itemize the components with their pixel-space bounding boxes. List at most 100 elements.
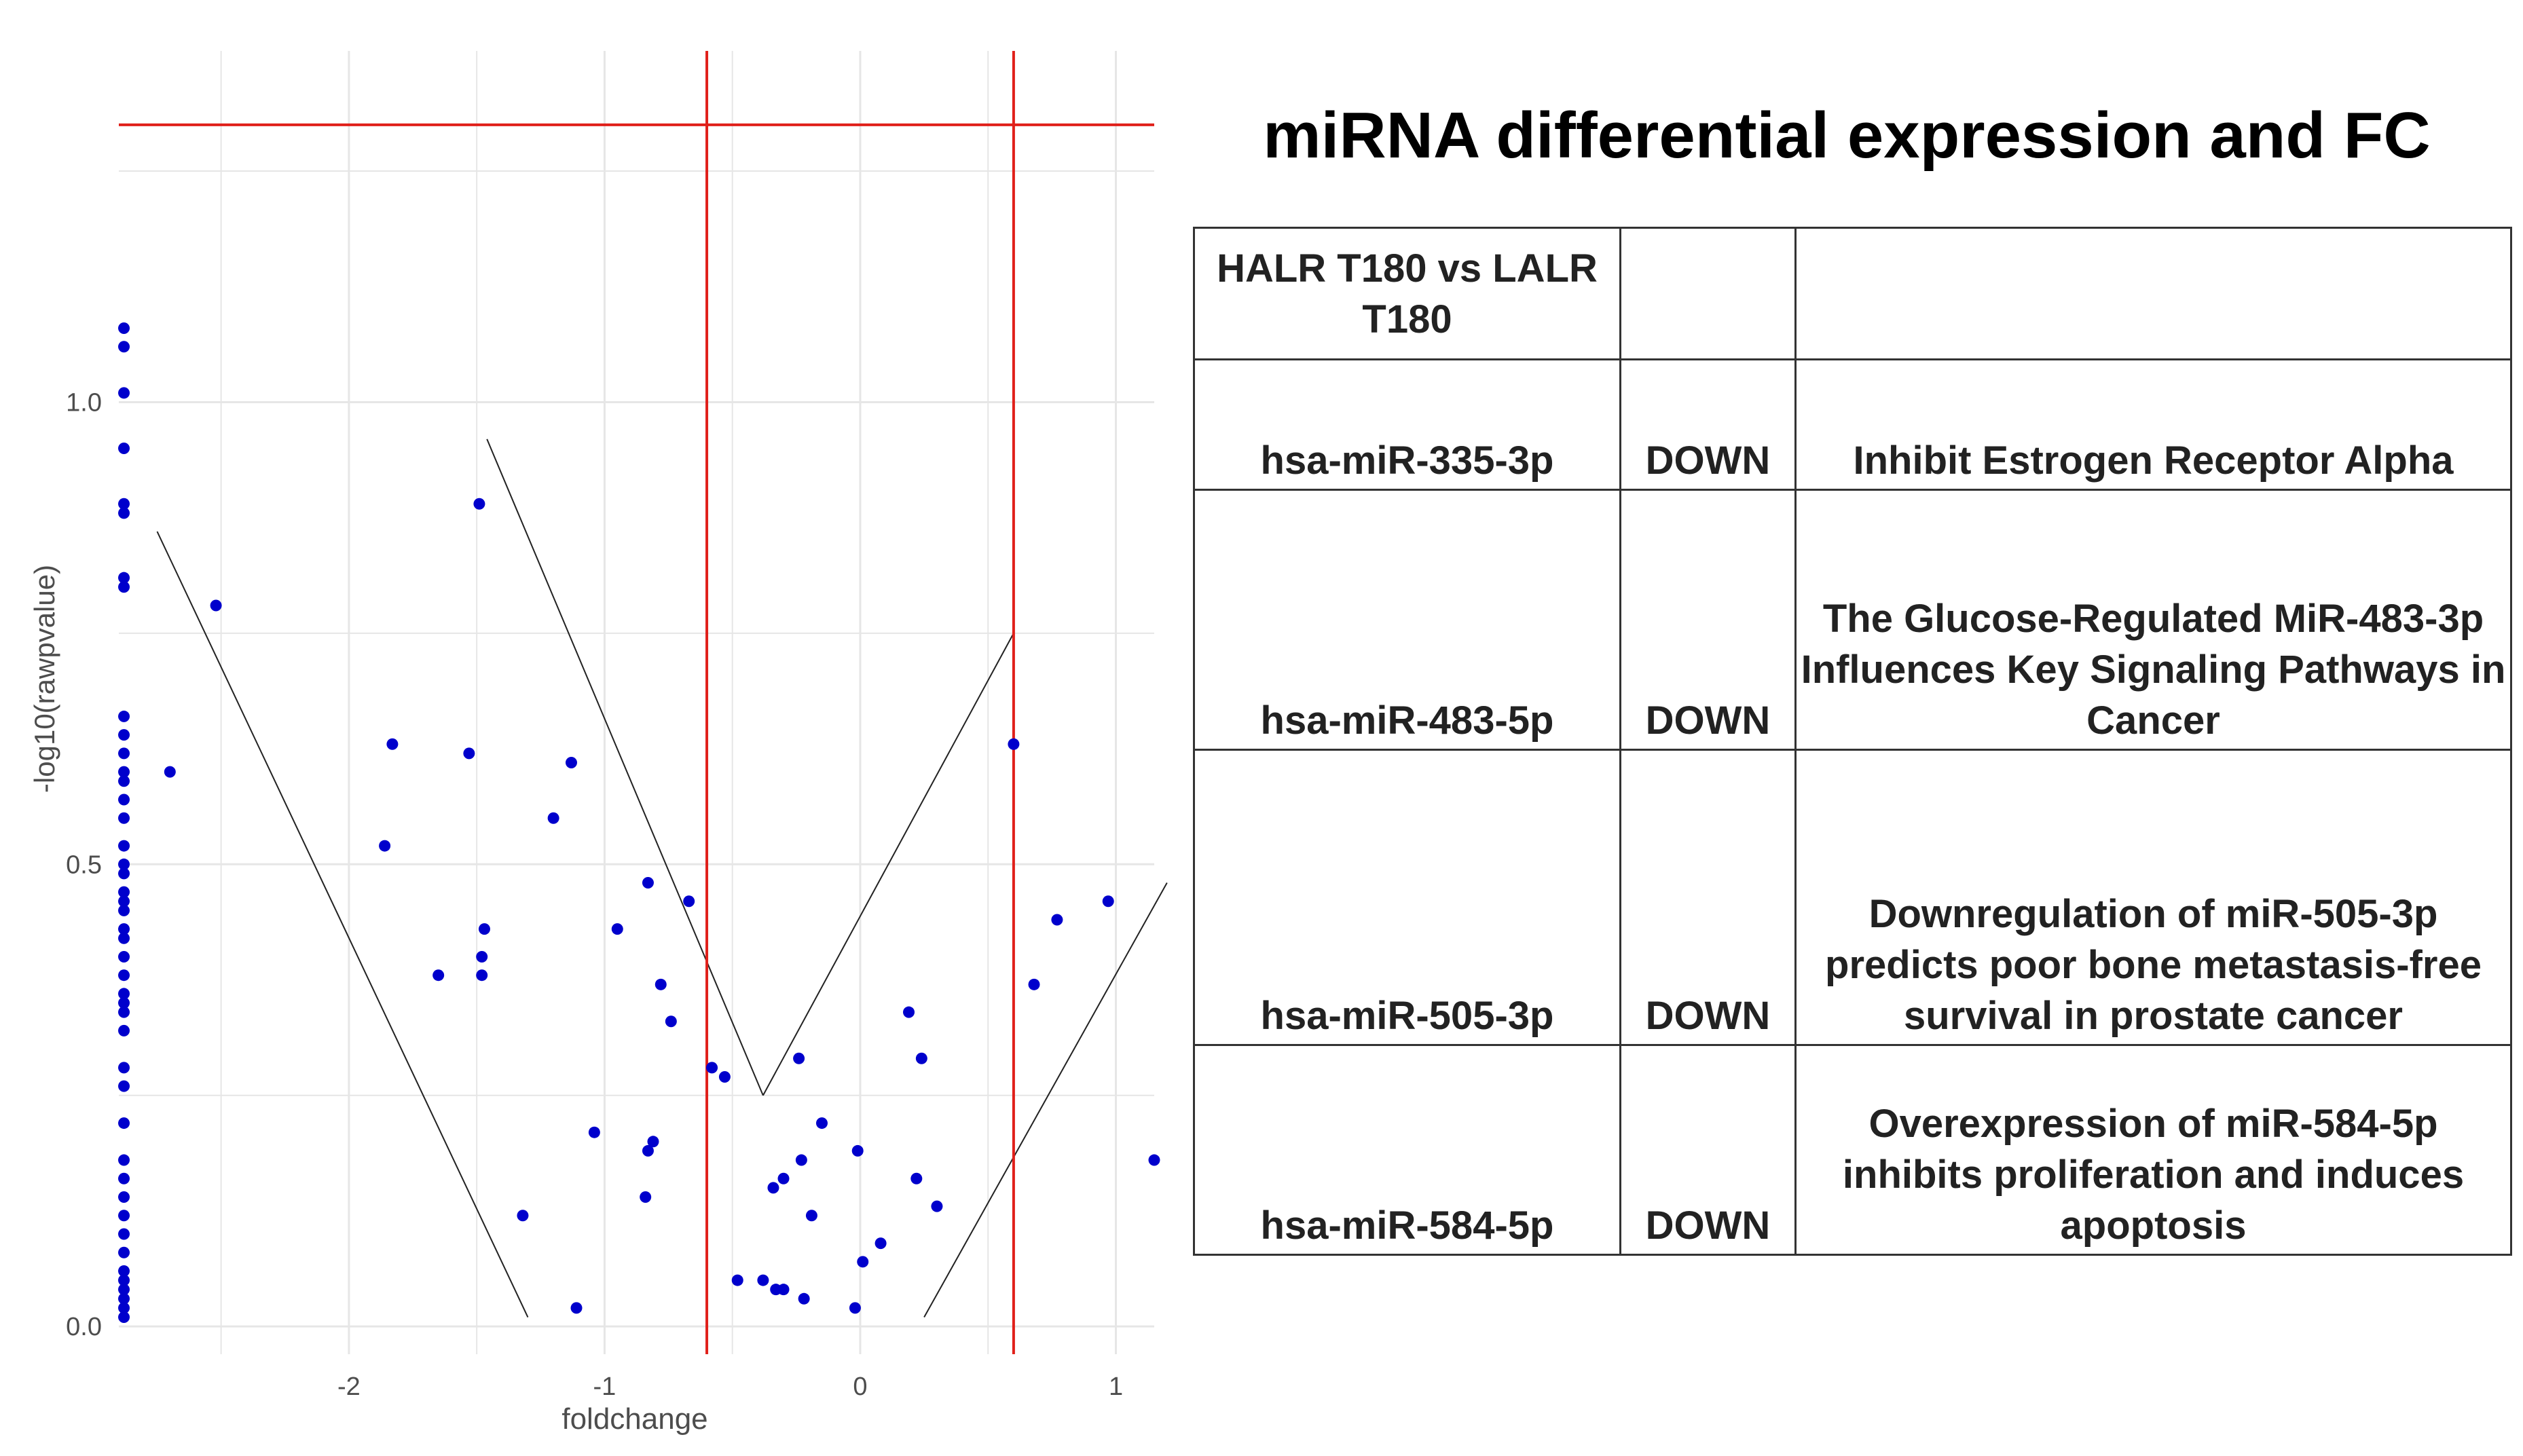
data-point xyxy=(118,1210,130,1222)
data-point xyxy=(118,997,130,1009)
data-point xyxy=(931,1200,943,1212)
regulation-direction: DOWN xyxy=(1619,749,1797,1046)
data-point xyxy=(118,581,130,593)
mirna-name: hsa-miR-335-3p xyxy=(1193,358,1621,491)
data-point xyxy=(915,1052,927,1064)
regulation-direction: DOWN xyxy=(1619,1044,1797,1256)
data-point xyxy=(476,950,488,963)
data-point xyxy=(118,886,130,898)
threshold-lines xyxy=(119,51,1154,1354)
data-point xyxy=(118,1228,130,1240)
data-point xyxy=(118,1154,130,1166)
data-point xyxy=(642,1144,654,1157)
y-tick-label: 0.5 xyxy=(66,851,102,879)
data-point xyxy=(118,710,130,722)
data-point xyxy=(118,1080,130,1092)
x-tick-label: -2 xyxy=(337,1373,361,1401)
mirna-table: HALR T180 vs LALR T180 hsa-miR-335-3p DO… xyxy=(1193,227,2512,1256)
data-point xyxy=(118,507,130,519)
panel-title: miRNA differential expression and FC xyxy=(1263,99,2431,172)
data-point xyxy=(118,775,130,787)
data-point xyxy=(767,1182,779,1194)
mirna-name: hsa-miR-483-5p xyxy=(1193,489,1621,751)
data-point xyxy=(432,969,445,982)
data-point xyxy=(118,1062,130,1074)
data-point xyxy=(874,1237,887,1250)
data-point xyxy=(118,840,130,852)
table-row: hsa-miR-483-5p DOWN The Glucose-Regulate… xyxy=(1193,489,2512,751)
data-point xyxy=(118,572,130,584)
data-point xyxy=(795,1154,807,1166)
data-point xyxy=(118,932,130,944)
data-point xyxy=(1102,895,1114,908)
data-point xyxy=(118,1284,130,1296)
data-point xyxy=(849,1302,861,1314)
data-point xyxy=(1028,978,1040,990)
data-point xyxy=(655,978,667,990)
annotation-line xyxy=(923,882,1168,1318)
data-point xyxy=(706,1062,718,1074)
data-point xyxy=(517,1210,529,1222)
data-point xyxy=(118,812,130,824)
mirna-name: hsa-miR-584-5p xyxy=(1193,1044,1621,1256)
y-axis-ticks: 0.0 0.5 1.0 xyxy=(66,388,102,1341)
data-point xyxy=(798,1292,810,1305)
data-point xyxy=(118,1302,130,1314)
data-point xyxy=(565,757,577,769)
data-point xyxy=(210,599,222,612)
x-tick-label: -1 xyxy=(593,1373,616,1401)
header-comparison: HALR T180 vs LALR T180 xyxy=(1193,227,1621,360)
data-point xyxy=(665,1015,677,1028)
table-row: hsa-miR-505-3p DOWN Downregulation of mi… xyxy=(1193,749,2512,1046)
x-axis-ticks: -2 -1 0 1 xyxy=(337,1373,1123,1401)
data-point xyxy=(118,794,130,806)
data-point xyxy=(379,840,391,852)
data-point xyxy=(118,443,130,455)
header-description xyxy=(1794,227,2512,360)
data-point xyxy=(118,1006,130,1018)
data-point xyxy=(611,923,623,935)
data-point xyxy=(118,341,130,353)
data-point xyxy=(647,1136,659,1148)
annotation-line xyxy=(762,633,1014,1096)
data-point xyxy=(815,1117,828,1130)
mirna-description: Inhibit Estrogen Receptor Alpha xyxy=(1794,358,2512,491)
data-point xyxy=(793,1052,805,1064)
data-point xyxy=(118,867,130,880)
x-tick-label: 0 xyxy=(853,1373,867,1401)
data-point xyxy=(570,1302,583,1314)
data-point xyxy=(478,923,490,935)
regulation-direction: DOWN xyxy=(1619,489,1797,751)
data-point xyxy=(731,1274,743,1286)
data-point xyxy=(1148,1154,1160,1166)
annotation-line xyxy=(156,531,529,1318)
data-point xyxy=(118,950,130,963)
data-point xyxy=(118,1246,130,1258)
data-point xyxy=(118,322,130,335)
y-tick-label: 0.0 xyxy=(66,1313,102,1341)
data-point xyxy=(757,1274,769,1286)
plot-grid xyxy=(119,51,1154,1354)
data-point xyxy=(118,1292,130,1305)
data-point xyxy=(118,1311,130,1324)
data-point xyxy=(118,1024,130,1037)
data-point xyxy=(463,747,475,760)
data-point xyxy=(640,1191,652,1203)
data-point xyxy=(910,1172,923,1184)
data-point xyxy=(118,904,130,916)
annotation-line xyxy=(486,438,764,1096)
volcano-plot: -2 -1 0 1 0.0 0.5 1.0 foldchange -log10(rawpv… xyxy=(29,51,1168,1436)
data-point xyxy=(118,1274,130,1286)
header-direction xyxy=(1619,227,1797,360)
data-point xyxy=(118,923,130,935)
data-point xyxy=(857,1256,869,1268)
data-point xyxy=(118,1172,130,1184)
data-point xyxy=(118,387,130,399)
mirna-name: hsa-miR-505-3p xyxy=(1193,749,1621,1046)
data-point xyxy=(118,858,130,870)
data-point xyxy=(118,498,130,510)
data-point xyxy=(1008,738,1020,750)
data-point xyxy=(386,738,399,750)
data-point xyxy=(164,766,176,778)
data-point xyxy=(1051,914,1063,926)
